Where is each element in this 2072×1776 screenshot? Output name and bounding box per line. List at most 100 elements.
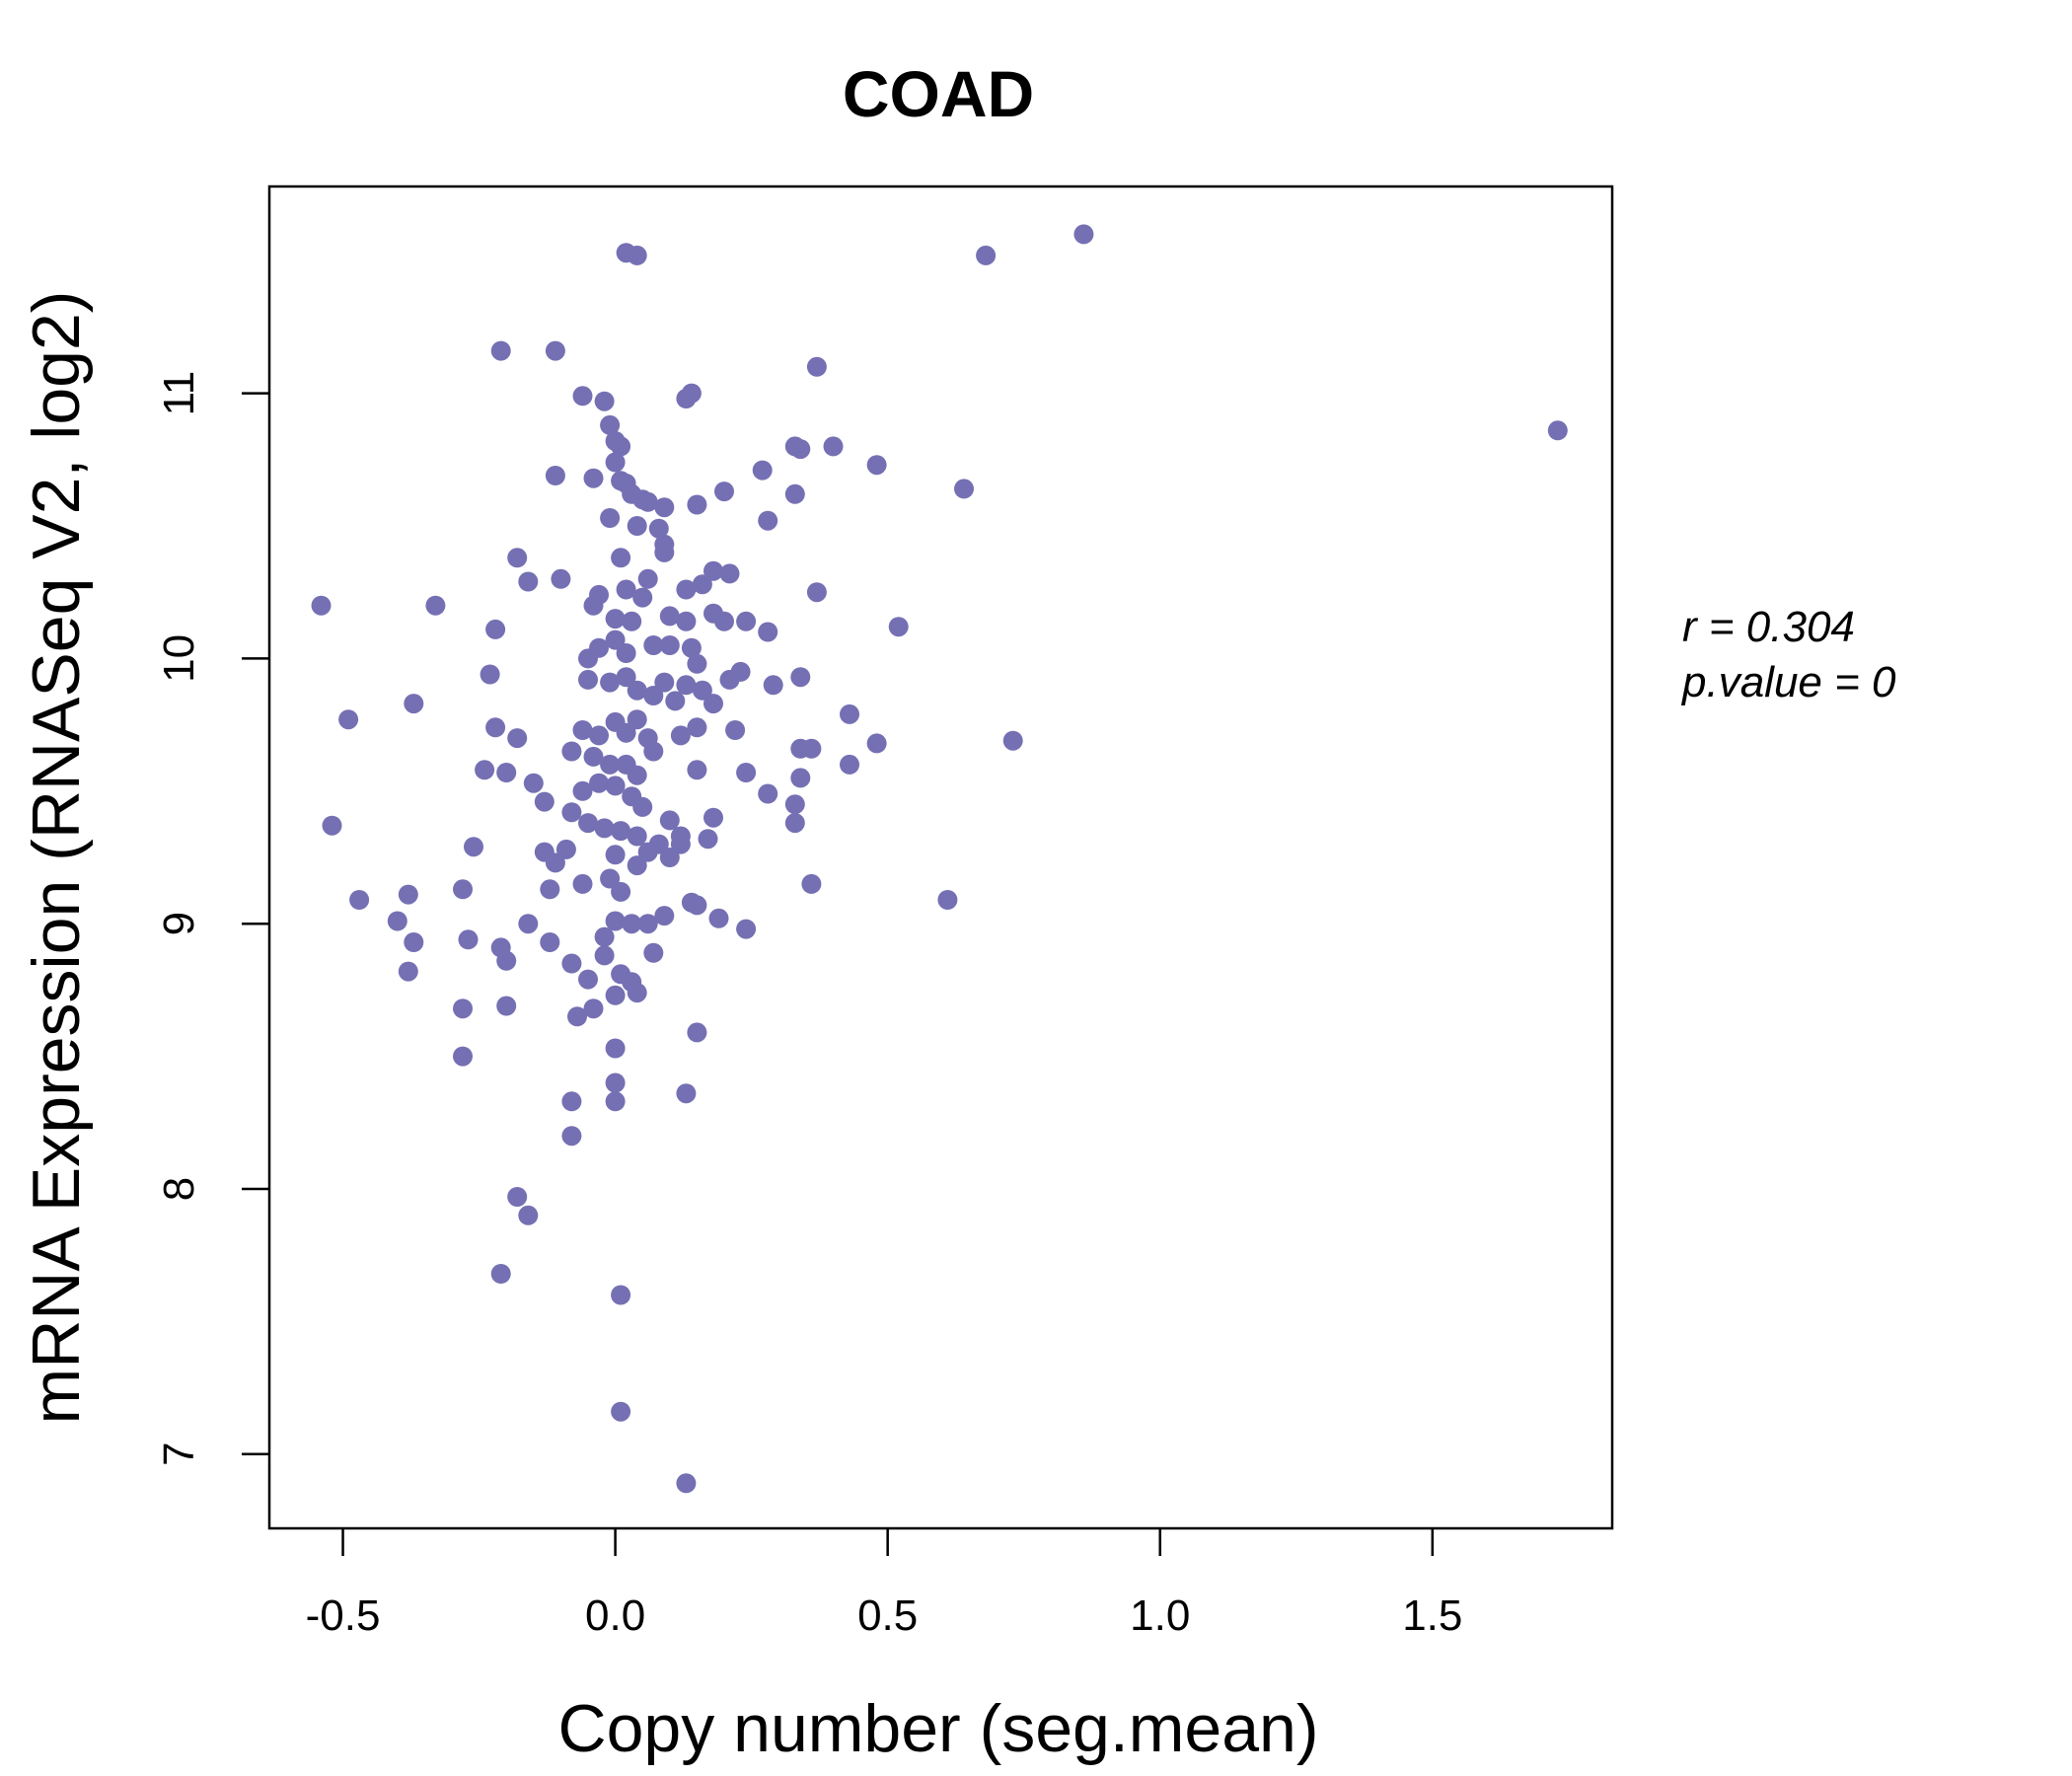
data-point [561, 741, 582, 762]
data-point [637, 491, 658, 512]
data-point [840, 754, 859, 775]
data-point [681, 637, 702, 658]
data-point [752, 460, 773, 481]
data-point [518, 1205, 539, 1225]
data-point [937, 890, 958, 910]
data-point [561, 1126, 582, 1147]
correlation-label: r = 0.304 [1682, 603, 1855, 651]
data-point [475, 760, 495, 780]
data-point [404, 932, 424, 952]
data-point [561, 1091, 582, 1112]
data-point [687, 717, 707, 738]
p-value-label: p.value = 0 [1680, 658, 1896, 706]
data-point [637, 914, 658, 934]
data-point [605, 1091, 626, 1112]
data-point [583, 468, 604, 488]
data-point [387, 911, 407, 931]
data-point [338, 709, 359, 730]
data-point [670, 834, 691, 854]
data-point [507, 548, 528, 568]
data-point [758, 783, 778, 804]
data-point [480, 664, 500, 685]
data-point [687, 1022, 707, 1043]
data-point [600, 414, 621, 435]
x-axis: -0.5 0.0 0.5 1.0 1.5 [306, 1528, 1462, 1640]
x-tick-label: -0.5 [306, 1591, 381, 1640]
data-point [600, 508, 621, 528]
data-point [703, 560, 723, 581]
y-tick-label: 7 [155, 1442, 203, 1465]
data-point [611, 548, 631, 568]
data-point [725, 720, 746, 740]
data-point [698, 829, 718, 850]
data-point [507, 1187, 528, 1207]
data-point [784, 813, 805, 834]
data-point [627, 516, 647, 536]
data-point [458, 929, 479, 950]
data-point [578, 813, 598, 834]
data-point [518, 571, 539, 592]
data-point [605, 452, 626, 473]
data-point [464, 837, 483, 857]
data-point [888, 617, 909, 637]
data-point [627, 709, 647, 730]
data-point [1073, 224, 1094, 245]
data-point [349, 890, 370, 910]
data-point [540, 879, 560, 900]
data-point [719, 563, 740, 584]
data-point [687, 760, 707, 780]
data-point [453, 999, 473, 1019]
data-point [676, 1473, 697, 1494]
data-point [730, 661, 751, 682]
data-point [654, 542, 675, 562]
data-point [676, 611, 697, 631]
data-point [643, 686, 664, 705]
data-point [589, 637, 609, 658]
data-point [605, 1038, 626, 1059]
data-point [453, 1046, 473, 1067]
data-point [637, 568, 658, 589]
data-point [555, 839, 576, 859]
data-point [866, 733, 887, 754]
data-point [627, 983, 647, 1003]
data-point [659, 810, 680, 831]
data-point [736, 763, 757, 782]
y-axis-title: mRNA Expression (RNASeq V2, log2) [19, 291, 94, 1425]
data-point [627, 826, 647, 847]
data-point [659, 606, 680, 627]
data-point [583, 746, 604, 767]
data-point [583, 595, 604, 616]
data-point [605, 629, 626, 650]
data-point [622, 611, 642, 631]
data-point [611, 821, 631, 842]
data-point [714, 481, 734, 502]
data-point [589, 725, 609, 746]
data-point [545, 340, 565, 361]
data-point [823, 436, 844, 457]
points-layer [311, 224, 1568, 1494]
data-point [611, 1401, 631, 1422]
data-point [594, 945, 615, 966]
data-point [692, 680, 712, 701]
data-point [681, 383, 702, 404]
data-point [605, 985, 626, 1005]
data-point [600, 868, 621, 889]
data-point [561, 802, 582, 823]
data-point [594, 391, 615, 411]
x-tick-label: 1.0 [1130, 1591, 1190, 1640]
data-point [572, 720, 593, 740]
x-tick-label: 0.5 [857, 1591, 918, 1640]
data-point [490, 340, 511, 361]
data-point [790, 768, 811, 788]
data-point [790, 667, 811, 688]
data-point [801, 738, 822, 759]
data-point [790, 439, 811, 460]
data-point [572, 386, 593, 407]
data-point [627, 765, 647, 785]
data-point [703, 694, 723, 714]
data-point [507, 728, 528, 749]
data-point [572, 780, 593, 801]
data-point [758, 622, 778, 642]
data-point [806, 582, 827, 603]
